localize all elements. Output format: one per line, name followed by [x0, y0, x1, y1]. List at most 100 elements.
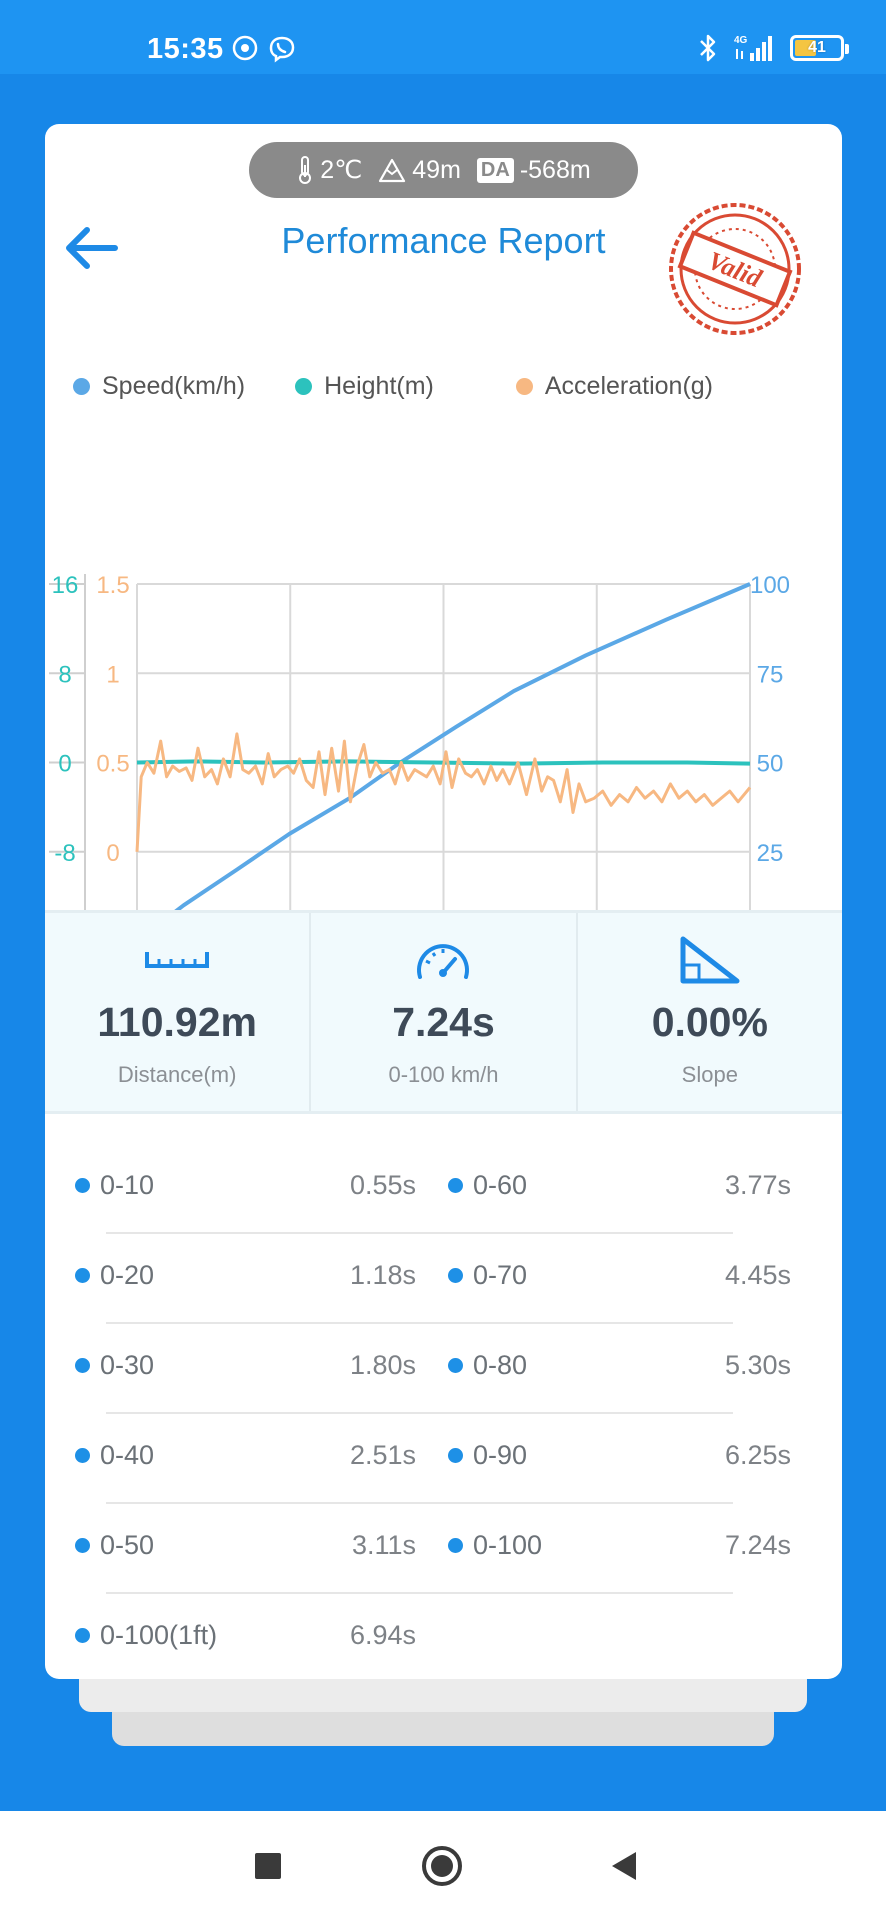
acceleration-tick-label: 1	[106, 661, 119, 688]
split-right-label: 0-60	[448, 1170, 527, 1201]
split-right-range: 0-80	[473, 1350, 528, 1380]
environment-pill: 2℃ 49m DA -568m	[249, 142, 638, 198]
split-left-time: 2.51s	[349, 1440, 416, 1470]
ruler-icon	[144, 935, 210, 985]
height-tick-label: 0	[58, 751, 71, 778]
split-left-label: 0-50	[75, 1530, 154, 1561]
split-dot	[75, 1628, 90, 1643]
valid-stamp: Valid	[669, 203, 801, 335]
circle-icon	[422, 1846, 462, 1886]
back-button[interactable]	[61, 218, 121, 278]
battery-icon: 41	[790, 35, 849, 61]
recents-button[interactable]	[247, 1845, 289, 1887]
split-right-range: 0-90	[473, 1440, 528, 1470]
split-right-time: 6.25s	[724, 1440, 791, 1470]
page-title: Performance Report	[281, 220, 606, 261]
split-dot	[75, 1178, 90, 1193]
speedometer-icon	[414, 935, 472, 985]
split-left-label: 0-30	[75, 1350, 154, 1381]
split-row: 0-10 0.55s 0-60 3.77s	[45, 1144, 842, 1234]
status-time: 15:35	[147, 33, 224, 65]
altitude-value: 49m	[412, 155, 461, 184]
split-dot	[75, 1538, 90, 1553]
slope-icon	[679, 935, 741, 985]
triangle-left-icon	[612, 1852, 636, 1880]
split-dot	[448, 1538, 463, 1553]
legend-speed[interactable]: Speed(km/h)	[73, 372, 245, 401]
back-nav-button[interactable]	[603, 1845, 645, 1887]
density-altitude-item: DA -568m	[476, 155, 591, 185]
stat-acceleration-time: 7.24s 0-100 km/h	[309, 913, 575, 1111]
split-divider	[106, 1592, 733, 1594]
slope-label: Slope	[681, 1062, 738, 1087]
split-dot	[75, 1268, 90, 1283]
split-right-label: 0-90	[448, 1440, 527, 1471]
split-left-time: 1.80s	[349, 1350, 416, 1380]
acceleration-tick-label: 0.5	[96, 751, 129, 778]
speed-tick-label: 25	[757, 840, 784, 867]
split-dot	[448, 1448, 463, 1463]
system-icons: 4G 41	[698, 33, 849, 63]
temperature-value: 2℃	[320, 156, 363, 184]
legend-height-dot	[295, 377, 313, 395]
acceleration-series-line	[135, 732, 752, 852]
legend-speed-dot	[73, 377, 90, 395]
navigation-bar	[0, 1811, 886, 1920]
home-button[interactable]	[421, 1845, 463, 1887]
split-left-label: 0-40	[75, 1440, 154, 1471]
speed-tick-label: 100	[750, 572, 790, 599]
split-left-range: 0-20	[100, 1260, 155, 1290]
split-right-time: 5.30s	[724, 1350, 791, 1380]
bluetooth-icon	[700, 34, 716, 62]
split-left-label: 0-20	[75, 1260, 154, 1291]
status-bar: 15:35 4G 41	[0, 0, 886, 74]
distance-value: 110.92m	[97, 999, 257, 1045]
legend-speed-label: Speed(km/h)	[102, 371, 246, 400]
height-tick-label: -8	[54, 840, 75, 867]
speed-tick-label: 75	[757, 661, 784, 688]
split-left-range: 0-30	[100, 1350, 155, 1380]
split-right-time: 3.77s	[724, 1170, 791, 1200]
acceleration-time-label: 0-100 km/h	[388, 1062, 499, 1087]
split-dot	[448, 1268, 463, 1283]
stat-distance: 110.92m Distance(m)	[45, 913, 309, 1111]
height-tick-label: 8	[58, 661, 71, 688]
distance-label: Distance(m)	[117, 1062, 237, 1087]
split-left-label: 0-100(1ft)	[75, 1620, 217, 1651]
split-divider	[106, 1322, 733, 1324]
split-right-time: 4.45s	[724, 1260, 791, 1290]
split-divider	[106, 1232, 733, 1234]
legend-acceleration[interactable]: Acceleration(g)	[515, 371, 714, 401]
split-row: 0-40 2.51s 0-90 6.25s	[45, 1414, 842, 1504]
split-left-range: 0-40	[100, 1440, 155, 1470]
split-left-range: 0-100(1ft)	[100, 1620, 218, 1650]
split-row: 0-100(1ft) 6.94s	[45, 1594, 842, 1679]
legend-acceleration-label: Acceleration(g)	[544, 371, 714, 400]
acceleration-tick-label: 1.5	[96, 572, 129, 599]
notification-icons	[232, 35, 296, 63]
split-right-range: 0-100	[473, 1530, 543, 1560]
legend-height[interactable]: Height(m)	[295, 372, 434, 401]
split-left-range: 0-50	[100, 1530, 155, 1560]
acceleration-time-value: 7.24s	[392, 999, 495, 1045]
report-card: 2℃ 49m DA -568m Performance Report Valid…	[45, 124, 842, 1679]
split-left-range: 0-10	[100, 1170, 155, 1200]
split-right-label: 0-80	[448, 1350, 527, 1381]
split-left-time: 1.18s	[349, 1260, 416, 1290]
legend-acceleration-dot	[515, 377, 533, 395]
thermometer-icon	[299, 156, 312, 184]
split-right-label: 0-100	[448, 1530, 542, 1561]
density-altitude-value: -568m	[519, 155, 591, 184]
arrow-left-icon	[66, 227, 118, 269]
split-right-range: 0-60	[473, 1170, 528, 1200]
split-row: 0-50 3.11s 0-100 7.24s	[45, 1504, 842, 1594]
split-left-time: 3.11s	[351, 1530, 416, 1560]
chart-legend: Speed(km/h) Height(m) Acceleration(g)	[73, 366, 833, 406]
split-divider	[106, 1502, 733, 1504]
square-icon	[255, 1853, 281, 1879]
split-row: 0-30 1.80s 0-80 5.30s	[45, 1324, 842, 1414]
split-times-list: 0-10 0.55s 0-60 3.77s 0-20 1.18s 0-70 4.45s 0-30…	[45, 1144, 842, 1679]
signal-icon: 4G	[734, 35, 772, 61]
height-tick-label: 16	[52, 572, 79, 599]
